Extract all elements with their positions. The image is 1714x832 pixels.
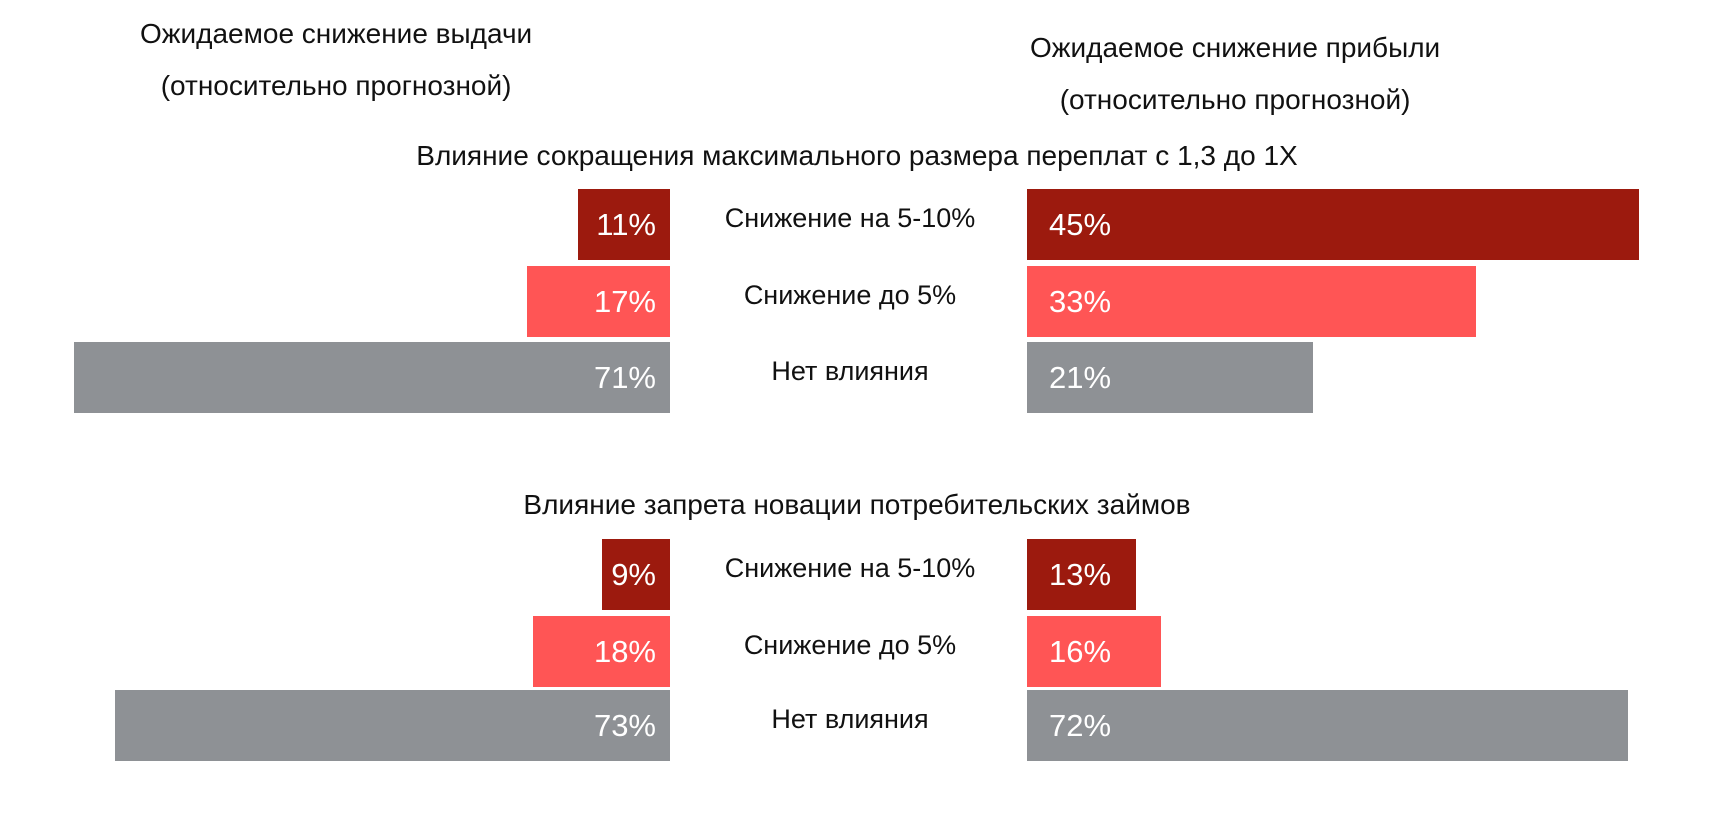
right-panel-title: Ожидаемое снижение прибыли (относительно…: [1030, 22, 1440, 126]
right-bar: [1027, 616, 1161, 687]
left-bar: [601, 539, 670, 610]
category-label: Нет влияния: [771, 704, 929, 734]
left-value-label: 73%: [593, 708, 656, 743]
right-title-line2: (относительно прогнозной): [1059, 84, 1411, 115]
right-value-label: 45%: [1049, 207, 1112, 242]
left-title-line2: (относительно прогнозной): [160, 70, 512, 101]
right-value-label: 13%: [1049, 557, 1112, 592]
left-value-label: 17%: [593, 284, 656, 319]
right-value-label: 72%: [1049, 708, 1112, 743]
left-value-label: 11%: [596, 207, 656, 242]
left-bar: [533, 616, 670, 687]
category-label: Снижение на 5-10%: [724, 553, 976, 583]
right-bar: [1027, 539, 1136, 610]
left-value-label: 71%: [593, 360, 656, 395]
category-label: Нет влияния: [771, 356, 929, 386]
group-title-2: Влияние запрета новации потребительских …: [523, 489, 1191, 520]
left-title-line1: Ожидаемое снижение выдачи: [140, 18, 533, 49]
left-panel-title: Ожидаемое снижение выдачи (относительно …: [140, 8, 532, 112]
left-value-label: 18%: [593, 634, 656, 669]
category-label: Снижение до 5%: [743, 630, 957, 660]
right-bar: [1027, 342, 1313, 413]
left-bar: [527, 266, 670, 337]
right-value-label: 21%: [1049, 360, 1112, 395]
right-bar: [1027, 189, 1639, 260]
right-value-label: 33%: [1049, 284, 1112, 319]
right-title-line1: Ожидаемое снижение прибыли: [1030, 32, 1441, 63]
group-title-1: Влияние сокращения максимального размера…: [416, 140, 1298, 171]
right-bar: [1027, 266, 1476, 337]
left-bar: [577, 189, 670, 260]
left-value-label: 9%: [611, 557, 656, 592]
left-bar: [73, 342, 670, 413]
left-bar: [115, 690, 670, 761]
right-value-label: 16%: [1049, 634, 1112, 669]
category-label: Снижение на 5-10%: [724, 203, 976, 233]
right-bar: [1027, 690, 1629, 761]
category-label: Снижение до 5%: [743, 280, 957, 310]
